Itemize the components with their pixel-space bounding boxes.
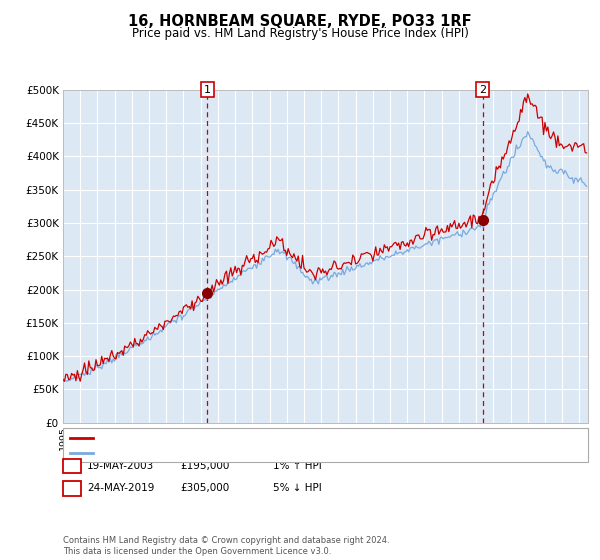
Text: 24-MAY-2019: 24-MAY-2019 [87, 483, 154, 493]
Text: 19-MAY-2003: 19-MAY-2003 [87, 461, 154, 471]
Text: £305,000: £305,000 [180, 483, 229, 493]
Text: 1: 1 [68, 461, 76, 471]
Text: 16, HORNBEAM SQUARE, RYDE, PO33 1RF (detached house): 16, HORNBEAM SQUARE, RYDE, PO33 1RF (det… [98, 433, 392, 443]
Text: 5% ↓ HPI: 5% ↓ HPI [273, 483, 322, 493]
Text: 2: 2 [479, 85, 487, 95]
Text: 2: 2 [68, 483, 76, 493]
Text: Contains HM Land Registry data © Crown copyright and database right 2024.
This d: Contains HM Land Registry data © Crown c… [63, 536, 389, 556]
Text: 16, HORNBEAM SQUARE, RYDE, PO33 1RF: 16, HORNBEAM SQUARE, RYDE, PO33 1RF [128, 14, 472, 29]
Text: HPI: Average price, detached house, Isle of Wight: HPI: Average price, detached house, Isle… [98, 447, 340, 458]
Text: 1% ↑ HPI: 1% ↑ HPI [273, 461, 322, 471]
Text: 1: 1 [204, 85, 211, 95]
Text: £195,000: £195,000 [180, 461, 229, 471]
Text: Price paid vs. HM Land Registry's House Price Index (HPI): Price paid vs. HM Land Registry's House … [131, 27, 469, 40]
